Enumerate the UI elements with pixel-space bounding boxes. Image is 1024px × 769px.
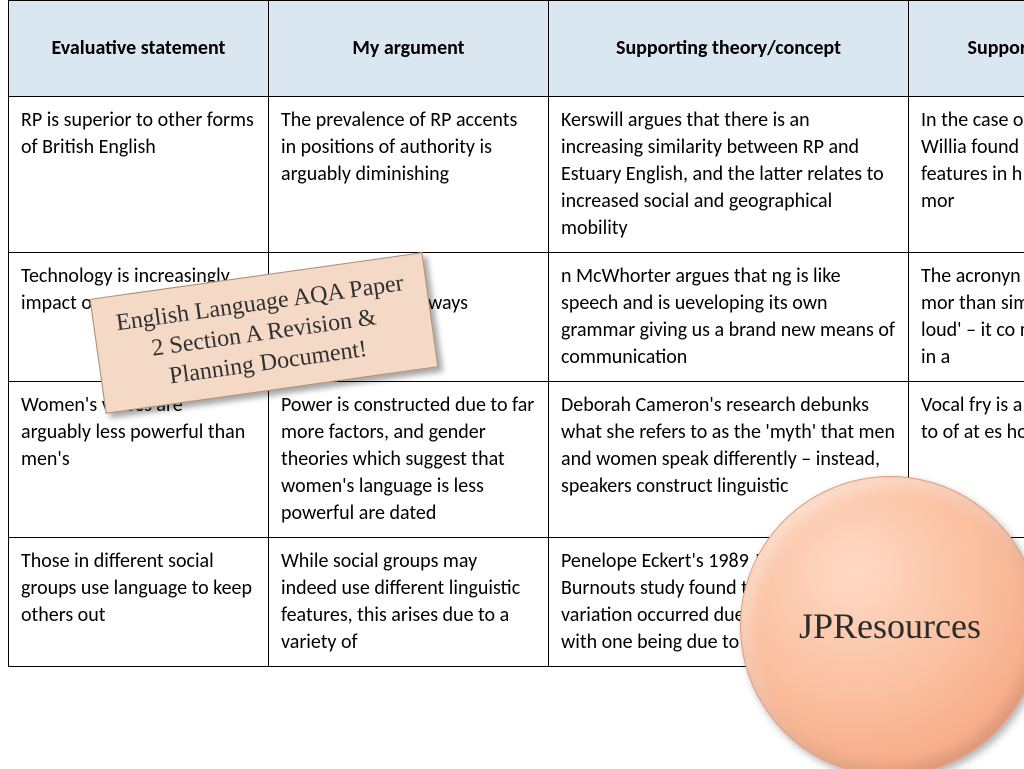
table-row: RP is superior to other forms of British… [9,97,1024,253]
cell: n McWhorter argues that ng is like speec… [549,253,909,382]
cell: Power is constructed due to far more fac… [269,382,549,538]
col-header-supporting: Supportin [909,1,1024,97]
cell: While social groups may indeed use diffe… [269,538,549,667]
cell: In the case o Prince Willia found to hav… [909,97,1024,253]
brand-badge: JPResources [740,476,1024,769]
brand-badge-text: JPResources [799,605,981,647]
col-header-theory: Supporting theory/concept [549,1,909,97]
cell: Those in different social groups use lan… [9,538,269,667]
cell: Kerswill argues that there is an increas… [549,97,909,253]
cell: RP is superior to other forms of British… [9,97,269,253]
col-header-argument: My argument [269,1,549,97]
table-header-row: Evaluative statement My argument Support… [9,1,1024,97]
cell: The acronyn a much mor than simply loud'… [909,253,1024,382]
col-header-evaluative: Evaluative statement [9,1,269,97]
cell: The prevalence of RP accents in position… [269,97,549,253]
